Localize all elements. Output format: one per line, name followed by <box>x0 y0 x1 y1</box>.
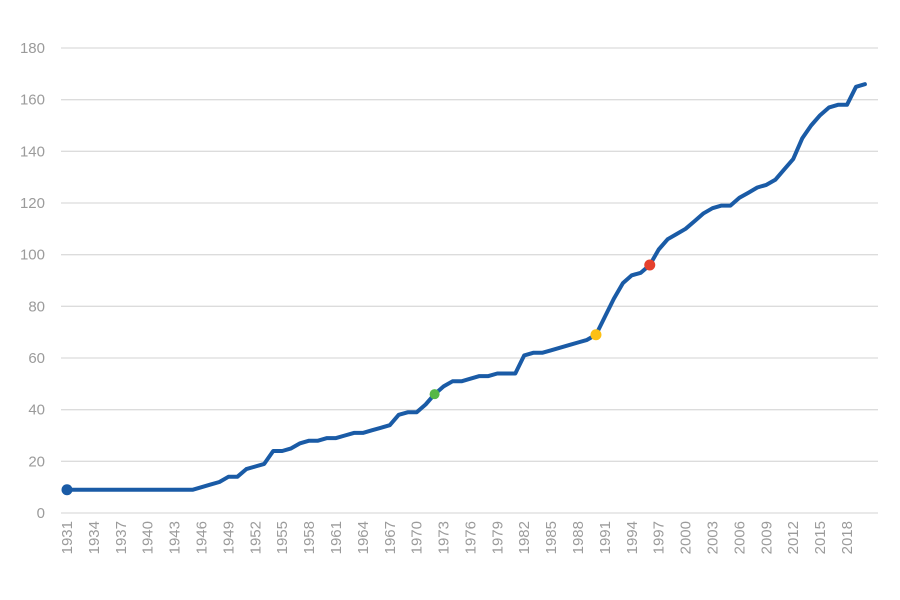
x-tick-label: 1940 <box>140 521 157 554</box>
x-tick-label: 2003 <box>705 521 722 554</box>
x-tick-label: 2009 <box>758 521 775 554</box>
x-tick-label: 1994 <box>624 521 641 554</box>
x-tick: 1982 <box>516 521 533 554</box>
x-tick: 1943 <box>167 521 184 554</box>
x-tick: 2003 <box>705 521 722 554</box>
x-tick: 1940 <box>140 521 157 554</box>
x-tick: 1979 <box>489 521 506 554</box>
start-marker <box>61 484 73 496</box>
x-tick-label: 2006 <box>731 521 748 554</box>
x-tick: 1961 <box>328 521 345 554</box>
x-tick-label: 1934 <box>86 521 103 554</box>
y-tick-label: 140 <box>20 143 45 160</box>
x-tick: 1994 <box>624 521 641 554</box>
y-tick-label: 20 <box>28 453 45 470</box>
data-series-line <box>65 82 867 492</box>
x-tick-label: 1982 <box>516 521 533 554</box>
y-tick-label: 160 <box>20 92 45 109</box>
x-tick: 2012 <box>785 521 802 554</box>
x-tick-label: 1973 <box>436 521 453 554</box>
x-tick: 2006 <box>731 521 748 554</box>
x-tick: 1985 <box>543 521 560 554</box>
x-tick-label: 2018 <box>839 521 856 554</box>
x-tick-label: 1946 <box>193 521 210 554</box>
y-tick-label: 80 <box>28 298 45 315</box>
x-tick: 2009 <box>758 521 775 554</box>
x-tick-label: 1988 <box>570 521 587 554</box>
x-tick: 1973 <box>436 521 453 554</box>
x-tick: 1931 <box>59 521 76 554</box>
x-tick-label: 2012 <box>785 521 802 554</box>
x-tick-label: 1949 <box>220 521 237 554</box>
y-tick-label: 40 <box>28 402 45 419</box>
x-tick-label: 1976 <box>462 521 479 554</box>
x-tick: 1976 <box>462 521 479 554</box>
y-tick-label: 100 <box>20 247 45 264</box>
y-tick-label: 60 <box>28 350 45 367</box>
x-tick: 2018 <box>839 521 856 554</box>
x-tick-label: 1970 <box>409 521 426 554</box>
x-tick-label: 1964 <box>355 521 372 554</box>
x-tick-label: 2015 <box>812 521 829 554</box>
x-tick: 2015 <box>812 521 829 554</box>
x-tick: 1964 <box>355 521 372 554</box>
x-tick-label: 1958 <box>301 521 318 554</box>
red-marker <box>644 259 656 271</box>
x-tick: 1967 <box>382 521 399 554</box>
x-tick-label: 1955 <box>274 521 291 554</box>
x-tick-label: 1931 <box>59 521 76 554</box>
x-tick: 1949 <box>220 521 237 554</box>
x-tick-label: 1985 <box>543 521 560 554</box>
x-tick: 1946 <box>193 521 210 554</box>
x-tick-label: 1937 <box>113 521 130 554</box>
x-tick-label: 1952 <box>247 521 264 554</box>
x-tick: 2000 <box>678 521 695 554</box>
x-tick: 1991 <box>597 521 614 554</box>
y-tick-label: 180 <box>20 40 45 57</box>
x-tick-label: 1997 <box>651 521 668 554</box>
x-tick-label: 1961 <box>328 521 345 554</box>
x-tick: 1934 <box>86 521 103 554</box>
x-tick: 1958 <box>301 521 318 554</box>
x-tick: 1997 <box>651 521 668 554</box>
yellow-marker <box>590 329 602 341</box>
x-tick: 1988 <box>570 521 587 554</box>
x-tick: 1970 <box>409 521 426 554</box>
x-tick-label: 1991 <box>597 521 614 554</box>
x-tick-label: 1979 <box>489 521 506 554</box>
x-tick: 1955 <box>274 521 291 554</box>
green-marker <box>429 389 440 400</box>
y-tick-label: 120 <box>20 195 45 212</box>
x-tick: 1952 <box>247 521 264 554</box>
y-tick-label: 0 <box>37 505 45 522</box>
x-tick-label: 1943 <box>167 521 184 554</box>
x-tick: 1937 <box>113 521 130 554</box>
x-tick-label: 1967 <box>382 521 399 554</box>
x-tick-label: 2000 <box>678 521 695 554</box>
